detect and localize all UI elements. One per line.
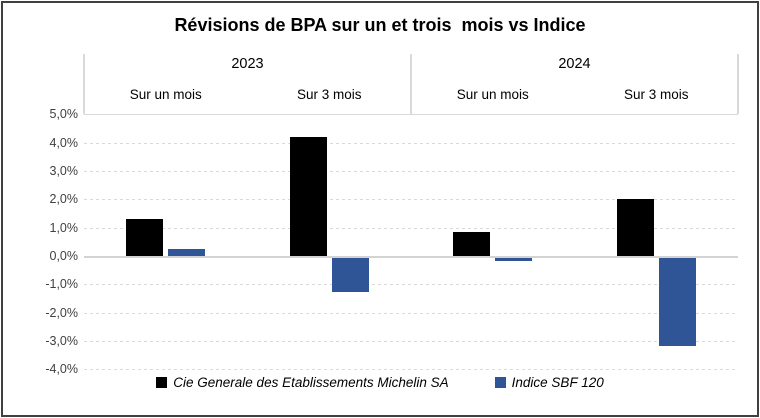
header-divider-line xyxy=(737,54,739,115)
plot-top-border xyxy=(84,114,738,116)
column-header: Sur 3 mois xyxy=(623,87,689,102)
bar-indice xyxy=(331,258,369,292)
y-tick-label: 1,0% xyxy=(49,220,79,235)
y-tick-label: 4,0% xyxy=(49,135,79,150)
column-header: Sur un mois xyxy=(129,87,202,102)
y-tick-label: 5,0% xyxy=(49,107,79,122)
gridline xyxy=(84,171,738,172)
y-tick-label: 2,0% xyxy=(49,192,79,207)
header-divider-line xyxy=(410,54,412,115)
legend-swatch-michelin xyxy=(156,377,168,388)
legend-swatch-indice xyxy=(494,377,506,388)
plot-area xyxy=(3,3,757,415)
gridline xyxy=(84,284,738,286)
bar-michelin xyxy=(616,199,654,256)
gridline xyxy=(84,312,738,314)
header-divider-line xyxy=(83,54,85,115)
gridline xyxy=(84,369,738,371)
bar-indice xyxy=(658,258,696,346)
bar-indice xyxy=(495,258,533,261)
y-axis: 5,0% 4,0% 3,0% 2,0% 1,0% 0,0% -1,0% -2,0% -3,0% -… xyxy=(3,3,757,415)
bar-michelin xyxy=(453,231,491,256)
y-tick-label: 3,0% xyxy=(49,164,79,178)
column-header: Sur 3 mois xyxy=(296,87,362,102)
y-tick-label: 0,0% xyxy=(49,249,79,263)
y-tick-label: -1,0% xyxy=(45,277,78,292)
gridline xyxy=(84,227,738,229)
legend-label: Indice SBF 120 xyxy=(511,375,604,390)
column-header: Sur un mois xyxy=(456,87,529,102)
column-header-band: 2023 Sur un mois Sur 3 mois 2024 Sur un mois… xyxy=(3,3,757,415)
gridline xyxy=(84,199,738,201)
y-tick-label: -2,0% xyxy=(45,305,78,320)
gridline xyxy=(84,340,738,342)
chart-legend: Cie Generale des Etablissements Michelin… xyxy=(3,375,757,390)
legend-item: Indice SBF 120 xyxy=(494,375,604,390)
legend-item: Cie Generale des Etablissements Michelin… xyxy=(156,375,449,390)
group-header-2024: 2024 xyxy=(558,56,591,72)
chart-title: Révisions de BPA sur un et trois mois vs… xyxy=(174,15,586,35)
group-header-2023: 2023 xyxy=(231,56,264,72)
bar-michelin xyxy=(126,219,164,256)
y-tick-label: -3,0% xyxy=(45,333,78,348)
bar-indice xyxy=(168,248,206,256)
y-tick-label: -4,0% xyxy=(45,362,78,377)
legend-label: Cie Generale des Etablissements Michelin… xyxy=(173,375,449,390)
bar-michelin xyxy=(289,137,327,256)
zero-axis-line xyxy=(84,256,738,258)
gridline xyxy=(84,142,738,144)
